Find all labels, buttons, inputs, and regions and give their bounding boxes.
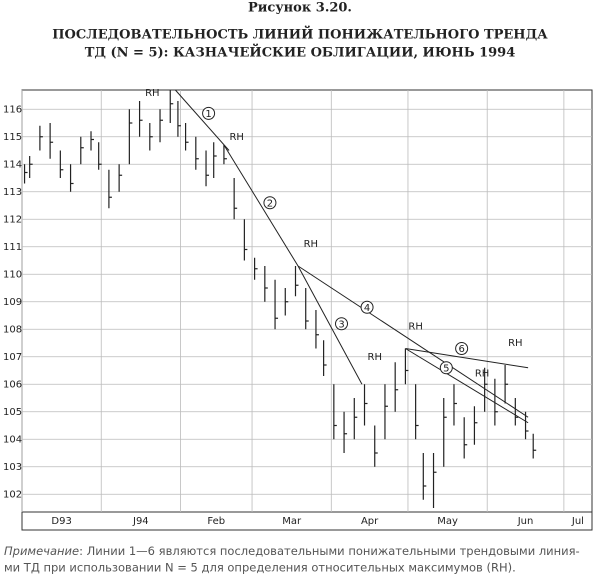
trend-label-circle [202,106,216,120]
trend-label: 2 [267,198,273,209]
trend-label: 3 [338,319,344,330]
chart-title: ТД (N = 5): КАЗНАЧЕЙСКИЕ ОБЛИГАЦИИ, ИЮНЬ… [85,44,516,61]
note-label: Примечание [4,544,79,558]
x-tick-label: May [437,516,458,527]
y-tick-label: 115 [3,132,22,143]
chart-title: ПОСЛЕДОВАТЕЛЬНОСТЬ ЛИНИЙ ПОНИЖАТЕЛЬНОГО … [52,26,548,43]
trend-label: 5 [443,363,449,374]
trend-label: 6 [458,344,464,355]
y-tick-label: 110 [3,269,22,280]
trend-label-circle [360,300,374,314]
x-tick-label: Jun [517,516,534,527]
note-text: : Линии 1—6 являются последовательными п… [79,544,580,558]
x-tick-label: Apr [361,516,379,527]
y-tick-label: 107 [3,352,22,363]
trend-label: 4 [364,303,370,314]
trend-label: 1 [205,109,211,120]
trend-line [405,348,529,369]
y-tick-label: 103 [3,462,22,473]
y-tick-label: 116 [3,104,22,115]
note-text: ми ТД при использовании N = 5 для опреде… [4,561,516,575]
figure-label: Рисунок 3.20. [248,1,352,16]
trend-label-circle [335,317,349,331]
y-tick-label: 108 [3,324,22,335]
y-tick-label: 111 [3,242,22,253]
plot-frame [21,89,593,531]
annotation: RH [408,322,422,333]
annotation: RH [145,88,159,99]
annotation: RH [304,239,318,250]
y-tick-label: 106 [3,379,22,390]
x-tick-label: Feb [207,516,225,527]
x-tick-label: Mar [282,516,302,527]
trend-line [297,265,529,418]
y-tick-label: 104 [3,434,22,445]
annotation: RH [508,338,522,349]
y-tick-label: 105 [3,407,22,418]
trend-line [297,265,363,385]
trend-label-circle [455,342,469,355]
x-tick-label: J94 [132,516,149,527]
y-tick-label: 113 [3,187,22,198]
annotation: RH [229,132,243,143]
trend-line [174,89,230,151]
y-tick-label: 112 [3,214,22,225]
note: Примечание: Линии 1—6 являются последова… [4,544,580,558]
trend-line [405,348,529,424]
y-tick-label: 114 [3,159,22,170]
trend-line [223,144,299,267]
x-tick-label: D93 [51,516,71,527]
trend-label-circle [439,361,453,375]
annotation: RH [475,368,489,379]
trend-label-circle [263,196,277,210]
annotation: RH [368,352,382,363]
y-tick-label: 109 [3,297,22,308]
y-tick-label: 102 [3,489,22,500]
x-tick-label: Jul [571,516,584,527]
